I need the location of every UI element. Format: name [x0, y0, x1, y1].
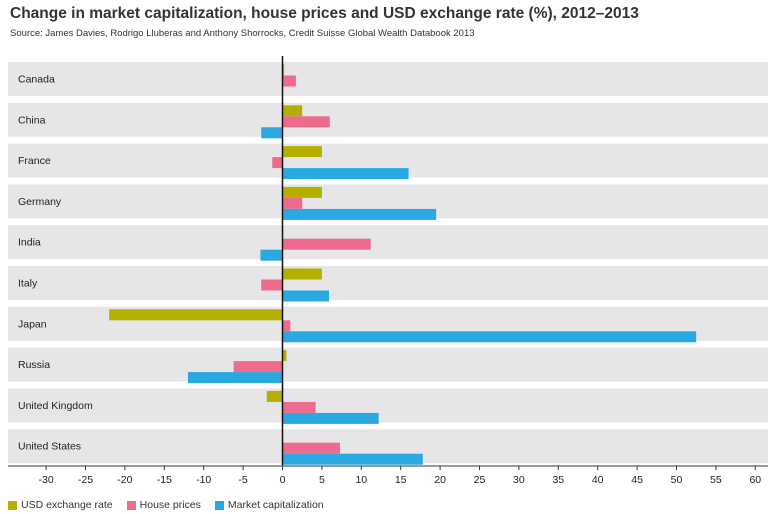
x-tick-label-60: 60 — [749, 474, 761, 486]
category-label-france: France — [18, 155, 51, 167]
bar-usd-exchange-rate-italy — [282, 268, 322, 280]
bar-usd-exchange-rate-united-kingdom — [266, 390, 283, 402]
bar-house-prices-france — [272, 157, 283, 169]
category-label-russia: Russia — [18, 359, 50, 371]
bar-market-capitalization-italy — [282, 290, 329, 302]
legend-label-market: Market capitalization — [227, 499, 324, 511]
bar-chart: Canada China France Germany India Italy Japan R… — [8, 56, 768, 486]
x-tick-label-50: 50 — [671, 474, 683, 486]
category-band-canada — [8, 62, 768, 96]
legend-swatch-usd — [8, 500, 17, 510]
legend-label-house: House prices — [139, 499, 201, 511]
bar-house-prices-united-states — [282, 442, 341, 454]
category-label-canada: Canada — [18, 74, 55, 86]
bar-usd-exchange-rate-china — [282, 105, 303, 117]
category-label-germany: Germany — [18, 196, 62, 208]
x-tick-label--30: -30 — [39, 474, 54, 486]
x-tick-label-15: 15 — [395, 474, 407, 486]
x-tick-label-10: 10 — [355, 474, 367, 486]
bar-market-capitalization-china — [261, 127, 283, 139]
bar-market-capitalization-france — [282, 168, 409, 180]
x-tick-label--10: -10 — [196, 474, 211, 486]
category-band-india — [8, 225, 768, 260]
bar-usd-exchange-rate-france — [282, 146, 322, 158]
bar-usd-exchange-rate-canada — [282, 64, 285, 76]
legend-swatch-market — [214, 500, 224, 510]
category-label-china: China — [18, 114, 46, 126]
x-tick-label--15: -15 — [157, 474, 172, 486]
bar-house-prices-russia — [233, 361, 283, 373]
bar-market-capitalization-germany — [282, 208, 437, 220]
legend-swatch-house — [126, 500, 136, 510]
x-tick-label--25: -25 — [78, 474, 93, 486]
category-band-china — [8, 102, 768, 137]
x-tick-label-45: 45 — [631, 474, 643, 486]
x-tick-label-25: 25 — [474, 474, 486, 486]
x-tick-label--20: -20 — [117, 474, 132, 486]
legend-label-usd: USD exchange rate — [21, 499, 113, 511]
legend-item-usd: USD exchange rate — [8, 499, 113, 511]
x-tick-label-20: 20 — [434, 474, 446, 486]
bar-house-prices-india — [282, 238, 371, 250]
x-tick-label--5: -5 — [238, 474, 247, 486]
bar-market-capitalization-japan — [282, 331, 697, 343]
category-label-united-kingdom: United Kingdom — [18, 400, 93, 412]
chart-title: Change in market capitalization, house p… — [10, 5, 639, 22]
bar-house-prices-germany — [282, 197, 303, 209]
bar-house-prices-japan — [282, 320, 291, 332]
bar-usd-exchange-rate-germany — [282, 186, 322, 198]
x-tick-label-5: 5 — [319, 474, 325, 486]
category-label-india: India — [18, 237, 41, 249]
x-tick-label-55: 55 — [710, 474, 722, 486]
category-label-united-states: United States — [18, 441, 81, 453]
x-tick-label-35: 35 — [552, 474, 564, 486]
bar-market-capitalization-russia — [187, 372, 283, 384]
category-band-italy — [8, 266, 768, 300]
legend-item-house: House prices — [126, 499, 201, 511]
bar-usd-exchange-rate-japan — [109, 309, 283, 321]
bar-usd-exchange-rate-russia — [282, 350, 287, 362]
bar-house-prices-united-kingdom — [282, 401, 316, 413]
category-band-russia — [8, 347, 768, 382]
bar-market-capitalization-united-kingdom — [282, 412, 379, 424]
legend: USD exchange rate House prices Market ca… — [8, 499, 338, 511]
bar-house-prices-italy — [261, 279, 283, 291]
bar-house-prices-canada — [282, 75, 296, 87]
x-tick-label-0: 0 — [280, 474, 286, 486]
legend-item-market: Market capitalization — [214, 499, 324, 511]
bar-market-capitalization-india — [260, 249, 283, 261]
x-tick-label-30: 30 — [513, 474, 525, 486]
chart-source: Source: James Davies, Rodrigo Lluberas a… — [10, 28, 475, 39]
category-label-italy: Italy — [18, 278, 38, 290]
x-tick-label-40: 40 — [592, 474, 604, 486]
category-label-japan: Japan — [18, 318, 47, 330]
bar-market-capitalization-united-states — [282, 453, 423, 465]
category-band-united-kingdom — [8, 388, 768, 423]
bar-house-prices-china — [282, 116, 330, 128]
